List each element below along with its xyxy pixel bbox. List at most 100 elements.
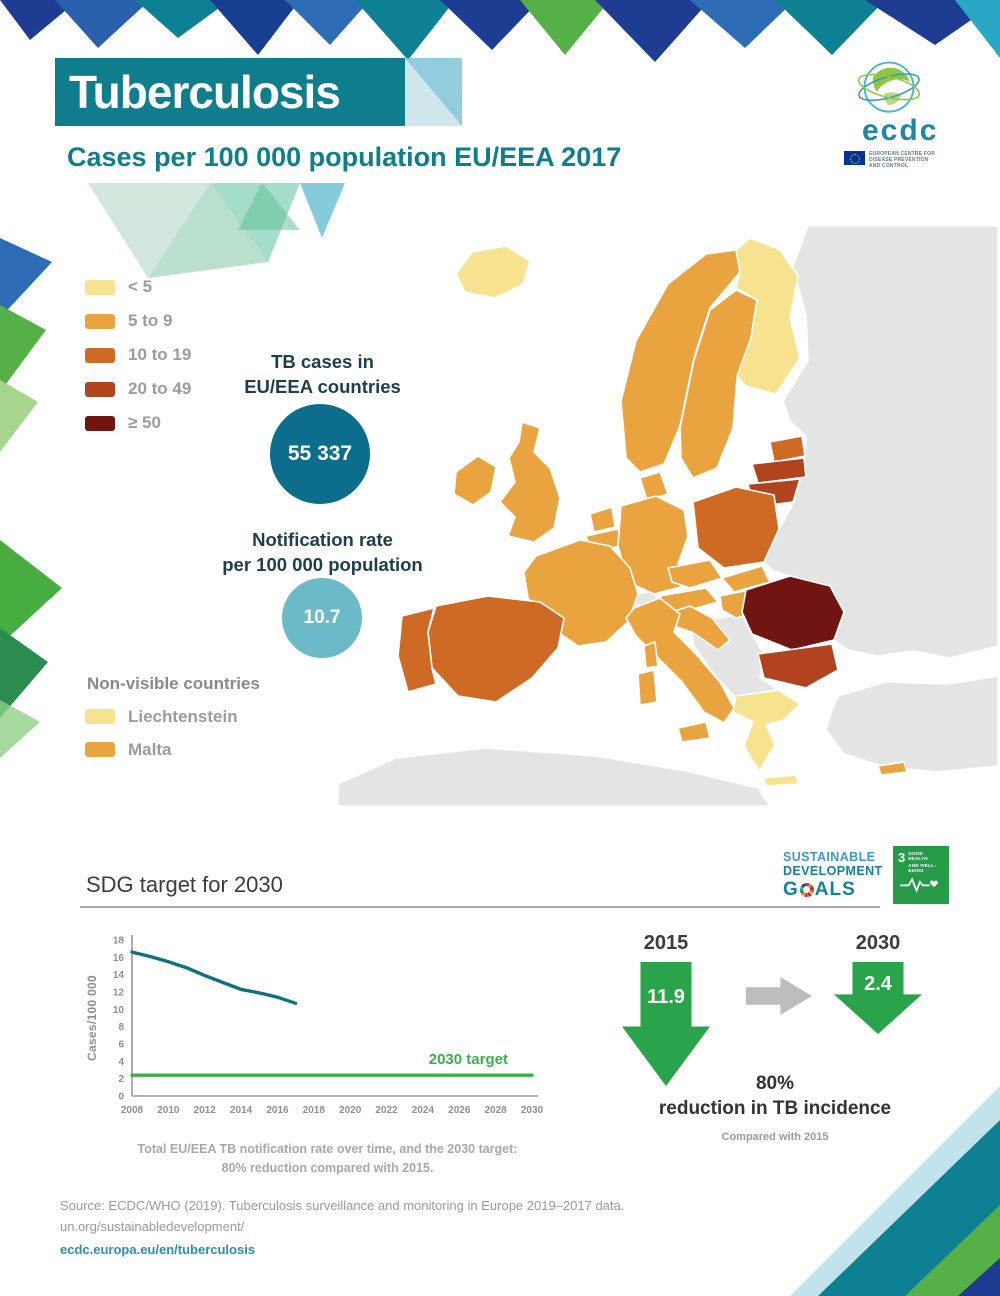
x-tick: 2018: [303, 1105, 326, 1116]
y-tick: 18: [113, 936, 125, 947]
legend-swatch: [85, 279, 115, 295]
europe-choropleth-map: [338, 226, 998, 806]
y-tick: 4: [118, 1057, 124, 1068]
reduction-text: reduction in TB incidence: [658, 1097, 892, 1119]
chart-caption: Total EU/EEA TB notification rate over t…: [105, 1140, 550, 1178]
sdg-goals-prefix: G: [783, 878, 799, 900]
goal3-number: 3: [898, 850, 906, 865]
country-united-kingdom: [499, 421, 561, 543]
map-legend: < 5 5 to 9 10 to 19 20 to 49 ≥ 50: [85, 270, 191, 440]
legend-label: 20 to 49: [128, 379, 192, 398]
tb-cases-label: TB cases in EU/EEA countries: [225, 350, 420, 400]
x-tick: 2014: [230, 1105, 253, 1116]
reduction-message: 80% reduction in TB incidence Compared w…: [605, 1072, 945, 1145]
legend-swatch: [85, 415, 115, 431]
legend-label: ≥ 50: [128, 413, 161, 432]
x-tick: 2024: [412, 1105, 435, 1116]
y-tick: 10: [113, 1005, 125, 1016]
island-sardinia: [637, 669, 658, 706]
legend-item: 5 to 9: [85, 304, 191, 338]
tb-trend-chart: 0 2 4 6 8 10 12 14 16 18 2008 2010 2012 2014 2016 2018 2…: [85, 935, 544, 1116]
non-visible-item: Liechtenstein: [85, 700, 238, 733]
rate-label-line1: Notification rate: [252, 529, 393, 550]
x-tick: 2020: [339, 1105, 362, 1116]
x-tick: 2008: [121, 1105, 144, 1116]
ecdc-wordmark: ecdc: [862, 114, 939, 147]
y-tick: 16: [113, 953, 125, 964]
ecdc-tuberculosis-link[interactable]: ecdc.europa.eu/en/tuberculosis: [60, 1242, 256, 1257]
legend-label: 10 to 19: [128, 345, 192, 364]
value-2015: 11.9: [647, 986, 685, 1008]
chart-caption-line2: 80% reduction compared with 2015.: [221, 1160, 434, 1175]
tb-cases-label-line2: EU/EEA countries: [244, 375, 401, 397]
legend-item: ≥ 50: [85, 406, 191, 440]
y-tick: 14: [113, 970, 125, 981]
tb-cases-label-line1: TB cases in: [271, 351, 374, 372]
country-portugal: [397, 607, 437, 693]
y-tick: 6: [118, 1040, 124, 1051]
section-divider: [80, 906, 880, 908]
x-tick: 2026: [448, 1105, 471, 1116]
country-cyprus: [877, 761, 908, 776]
tb-cases-badge: 55 337: [270, 404, 370, 504]
country-romania: [741, 575, 845, 651]
x-tick: 2010: [157, 1105, 180, 1116]
non-visible-label: Liechtenstein: [128, 706, 238, 726]
island-crete: [763, 774, 799, 787]
tb-cases-value: 55 337: [287, 442, 353, 465]
country-croatia-slovenia: [665, 605, 731, 651]
country-latvia: [751, 457, 807, 484]
country-poland: [692, 486, 780, 569]
non-visible-item: Malta: [85, 733, 238, 766]
x-tick: 2030: [521, 1105, 544, 1116]
country-bulgaria: [757, 643, 839, 689]
comparison-year-2015: 2015: [643, 932, 689, 954]
sdg-goal3-tile: 3 GOOD HEALTH AND WELL-BEING: [893, 846, 949, 904]
ecdc-org-block: EUROPEAN CENTRE FOR DISEASE PREVENTION A…: [844, 151, 998, 169]
country-czechia: [667, 559, 723, 589]
ecdc-logo: ecdc EUROPEAN CENTRE FOR DISEASE PREVENT…: [838, 56, 998, 169]
ecdc-org-name: EUROPEAN CENTRE FOR DISEASE PREVENTION A…: [869, 151, 935, 169]
non-visible-countries-list: Liechtenstein Malta: [85, 700, 238, 766]
island-corsica: [643, 641, 659, 669]
x-tick: 2016: [266, 1105, 289, 1116]
legend-item: 10 to 19: [85, 338, 191, 372]
country-turkey: [825, 675, 998, 773]
country-netherlands: [589, 506, 616, 533]
non-visible-label: Malta: [128, 739, 172, 759]
sdg-wordmark: SUSTAINABLE DEVELOPMENT G ALS: [783, 850, 883, 901]
notification-rate-label: Notification rate per 100 000 population: [210, 528, 435, 578]
country-spain: [427, 595, 565, 703]
country-estonia: [769, 435, 806, 463]
y-tick: 8: [118, 1022, 124, 1033]
sdg-goals-suffix: ALS: [814, 878, 856, 900]
region-eastern-non-eu: [763, 226, 998, 659]
page-title: Tuberculosis: [69, 66, 341, 118]
legend-item: < 5: [85, 270, 191, 304]
target-line-label: 2030 target: [429, 1051, 508, 1068]
source-line2: un.org/sustainabledevelopment/: [60, 1218, 245, 1234]
country-iceland: [455, 245, 531, 299]
y-tick: 0: [118, 1092, 124, 1103]
ecdc-org-line: EUROPEAN CENTRE FOR: [869, 151, 936, 157]
x-tick: 2022: [375, 1105, 398, 1116]
heartbeat-icon: [899, 876, 938, 893]
comparison-year-2030: 2030: [855, 932, 901, 954]
x-tick: 2012: [194, 1105, 217, 1116]
goal3-header: 3 GOOD HEALTH AND WELL-BEING: [898, 850, 944, 874]
legend-swatch: [85, 313, 115, 329]
y-axis-label: Cases/100 000: [85, 975, 99, 1061]
page-subtitle: Cases per 100 000 population EU/EEA 2017: [67, 142, 622, 172]
trend-line: [130, 950, 298, 1006]
legend-swatch: [85, 709, 115, 724]
source-link-row: ecdc.europa.eu/en/tuberculosis: [60, 1242, 255, 1257]
ecdc-org-line: DISEASE PREVENTION: [869, 157, 929, 163]
legend-label: 5 to 9: [128, 311, 173, 330]
source-text: Source: ECDC/WHO (2019). Tuberculosis su…: [60, 1196, 624, 1238]
region-north-africa: [338, 747, 771, 806]
sdg-goals-wordmark: G ALS: [783, 879, 883, 901]
sdg-wordmark-line1: SUSTAINABLE: [783, 850, 876, 864]
legend-swatch: [85, 742, 115, 757]
